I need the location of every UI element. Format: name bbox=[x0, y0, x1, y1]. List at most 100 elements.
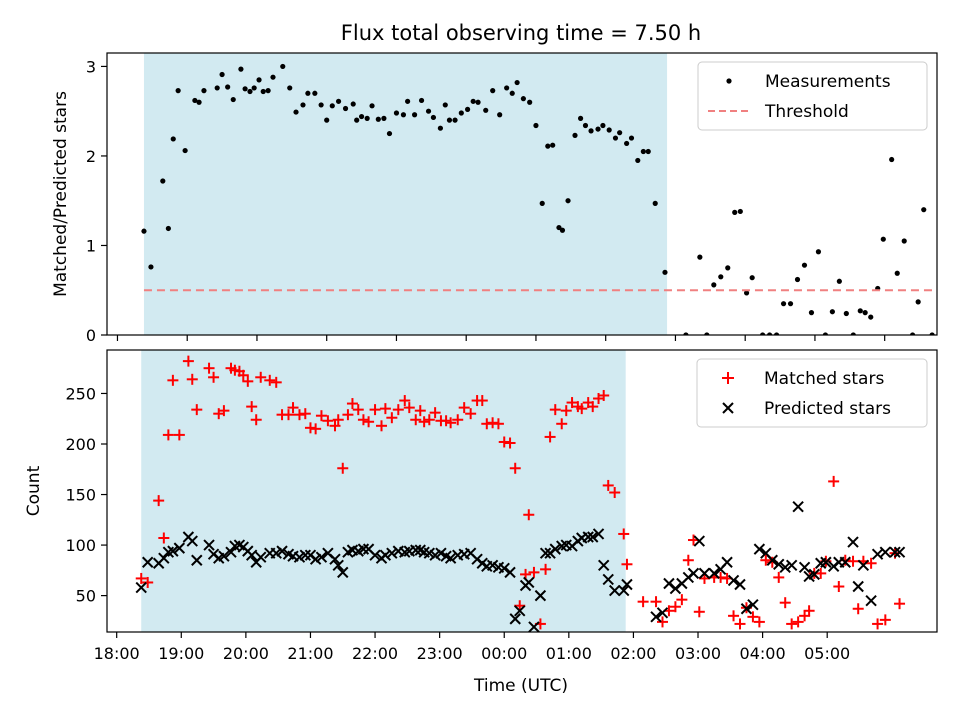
measurements-point bbox=[539, 200, 545, 206]
matched-stars-point bbox=[773, 571, 785, 583]
measurements-point bbox=[452, 117, 458, 123]
x-tick-label: 03:00 bbox=[675, 644, 721, 663]
measurements-point bbox=[350, 101, 356, 107]
matched-stars-point bbox=[609, 487, 621, 499]
y-tick-label: 100 bbox=[65, 536, 96, 555]
measurements-point bbox=[160, 178, 166, 184]
measurements-point bbox=[743, 290, 750, 296]
predicted-stars-point bbox=[135, 581, 147, 594]
matched-stars-point bbox=[445, 417, 457, 429]
matched-stars-point bbox=[418, 416, 430, 428]
matched-stars-point bbox=[828, 475, 840, 487]
matched-stars-point bbox=[492, 418, 504, 430]
predicted-stars-point bbox=[621, 578, 633, 591]
measurements-point bbox=[381, 115, 387, 121]
matched-stars-point bbox=[329, 420, 341, 432]
measurements-point bbox=[335, 98, 342, 104]
measurements-point bbox=[889, 156, 895, 163]
measurements-point bbox=[464, 106, 471, 112]
measurements-point bbox=[329, 103, 335, 109]
matched-stars-point bbox=[287, 402, 299, 414]
matched-stars-point bbox=[255, 371, 267, 383]
matched-stars-point bbox=[498, 436, 510, 448]
matched-stars-point bbox=[618, 528, 630, 540]
matched-stars-point bbox=[728, 610, 740, 622]
measurements-point bbox=[497, 112, 503, 118]
measurements-point bbox=[230, 96, 236, 103]
measurements-point bbox=[256, 77, 262, 83]
measurements-point bbox=[565, 198, 571, 204]
matched-stars-point bbox=[357, 414, 369, 426]
x-tick-label: 23:00 bbox=[417, 644, 463, 663]
predicted-stars-point bbox=[186, 535, 198, 547]
matched-stars-point bbox=[218, 405, 230, 417]
measurements-point bbox=[836, 278, 842, 284]
y-tick-label: 150 bbox=[65, 486, 96, 505]
matched-stars-point bbox=[363, 416, 375, 428]
measurements-point bbox=[711, 282, 717, 288]
y-tick-label: 1 bbox=[86, 236, 96, 255]
measurements-point bbox=[305, 90, 311, 96]
legend-measurements-marker bbox=[726, 78, 732, 84]
matched-stars-point bbox=[135, 572, 147, 584]
measurements-point bbox=[514, 79, 520, 86]
predicted-stars-point bbox=[608, 584, 621, 597]
bottom-axes-frame bbox=[106, 349, 938, 633]
x-tick-label: 21:00 bbox=[287, 644, 333, 663]
legend-predicted-marker bbox=[722, 402, 734, 414]
measurements-point bbox=[697, 254, 703, 260]
measurements-point bbox=[606, 127, 612, 133]
matched-stars-point bbox=[540, 563, 552, 575]
matched-stars-point bbox=[669, 601, 681, 613]
matched-stars-point bbox=[872, 618, 884, 630]
measurements-point bbox=[527, 99, 533, 105]
matched-stars-point bbox=[621, 558, 633, 570]
predicted-stars-point bbox=[693, 535, 706, 547]
matched-stars-point bbox=[753, 616, 765, 628]
matched-stars-point bbox=[458, 402, 470, 414]
measurements-point bbox=[545, 143, 551, 149]
measurements-point bbox=[270, 74, 276, 80]
measurements-point bbox=[843, 310, 849, 317]
matched-stars-point bbox=[352, 404, 364, 416]
matched-stars-point bbox=[246, 401, 258, 413]
matched-stars-point bbox=[650, 596, 662, 608]
matched-stars-point bbox=[167, 374, 179, 386]
measurements-point bbox=[280, 63, 286, 70]
x-tick-label: 04:00 bbox=[740, 644, 786, 663]
matched-stars-point bbox=[792, 616, 804, 628]
predicted-stars-point bbox=[698, 567, 711, 580]
measurements-point bbox=[850, 332, 856, 335]
predicted-stars-point bbox=[740, 603, 753, 615]
matched-stars-point bbox=[250, 414, 262, 426]
matched-stars-point bbox=[760, 554, 772, 566]
measurements-point bbox=[595, 126, 601, 132]
matched-stars-point bbox=[182, 355, 194, 367]
predicted-stars-point bbox=[773, 558, 785, 570]
measurements-point bbox=[475, 99, 481, 105]
measurements-point bbox=[354, 117, 360, 123]
measurements-point bbox=[418, 97, 425, 104]
predicted-stars-point bbox=[727, 574, 740, 587]
matched-stars-point bbox=[556, 418, 568, 430]
measurements-point bbox=[725, 265, 731, 271]
matched-stars-point bbox=[208, 371, 220, 383]
measurements-point bbox=[652, 200, 658, 206]
matched-stars-point bbox=[879, 614, 891, 626]
predicted-stars-point bbox=[337, 566, 349, 579]
predicted-stars-point bbox=[329, 553, 341, 565]
measurements-point bbox=[342, 105, 349, 112]
top-legend-box bbox=[697, 61, 928, 131]
measurements-point bbox=[929, 332, 935, 335]
x-axis-label: Time (UTC) bbox=[473, 676, 568, 696]
measurements-point bbox=[683, 332, 689, 335]
measurements-point bbox=[857, 308, 863, 314]
matched-stars-point bbox=[637, 596, 649, 608]
matched-stars-point bbox=[270, 376, 282, 388]
measurements-point bbox=[868, 314, 874, 320]
measurements-point bbox=[921, 207, 927, 213]
legend-threshold-label: Threshold bbox=[764, 102, 849, 122]
matched-stars-point bbox=[576, 403, 588, 415]
predicted-stars-point bbox=[656, 607, 669, 619]
measurements-point bbox=[196, 99, 202, 105]
